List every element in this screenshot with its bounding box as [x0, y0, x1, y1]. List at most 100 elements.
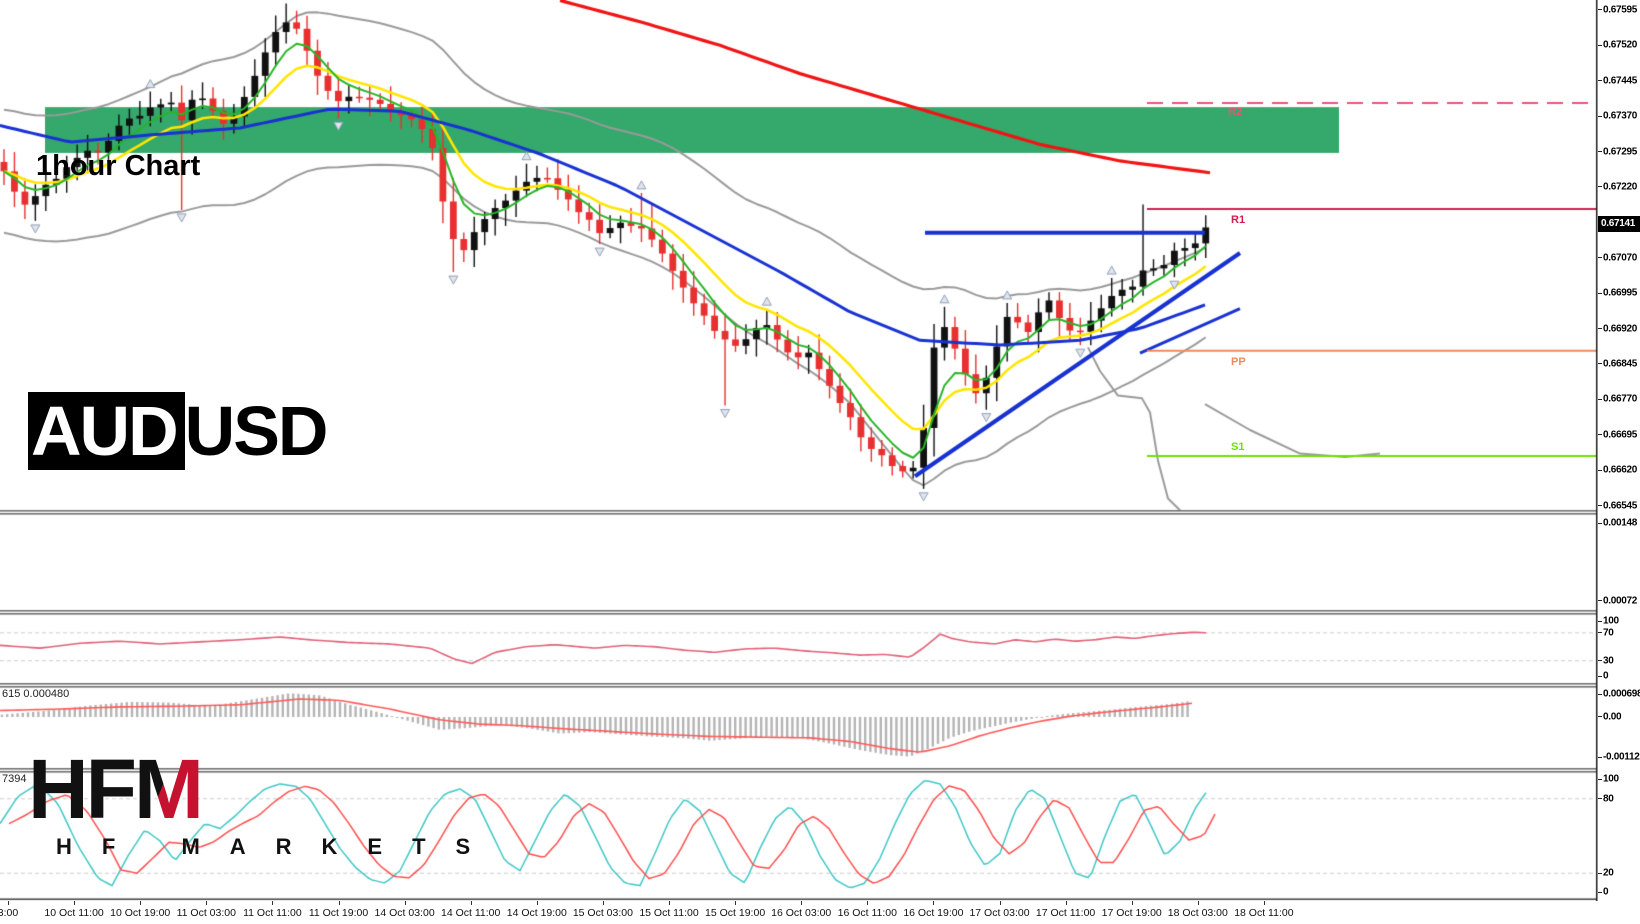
- price-axis-tick-mark: [1598, 675, 1602, 677]
- time-axis-tick-mark: [1131, 901, 1133, 905]
- symbol-aud-label: AUD: [28, 392, 185, 470]
- price-axis-tick-mark: [1598, 292, 1602, 294]
- logo-m-text: M: [133, 742, 204, 836]
- time-axis-label: 14 Oct 19:00: [506, 907, 567, 919]
- time-axis-tick-mark: [801, 901, 803, 905]
- time-axis-label: 17 Oct 19:00: [1101, 907, 1162, 919]
- time-axis-label: 14 Oct 03:00: [374, 907, 435, 919]
- time-axis-tick-mark: [272, 901, 274, 905]
- price-axis-tick-mark: [1598, 872, 1602, 874]
- time-axis-tick-mark: [1197, 901, 1199, 905]
- time-axis-label: 11 Oct 11:00: [243, 907, 302, 919]
- time-axis-label: 16 Oct 11:00: [837, 907, 897, 919]
- price-axis-tick-label: 0.67520: [1603, 39, 1638, 51]
- price-axis-tick-mark: [1598, 257, 1602, 259]
- price-axis-tick-label: 100: [1603, 773, 1619, 785]
- price-axis-tick-label: 0.67295: [1603, 146, 1638, 157]
- price-axis-tick-label: 0.67595: [1603, 4, 1638, 16]
- time-axis-tick-mark: [8, 901, 9, 905]
- logo-wordmark: HFM: [28, 747, 500, 831]
- price-axis-tick-mark: [1598, 151, 1602, 152]
- price-axis-tick-label: 0.66770: [1603, 393, 1638, 405]
- price-axis-tick-label: 0.000698: [1603, 688, 1640, 700]
- price-axis-tick-mark: [1598, 778, 1602, 780]
- time-axis-tick-mark: [669, 901, 670, 905]
- time-axis-label: 11 Oct 19:00: [308, 907, 369, 919]
- time-axis-label: 15 Oct 03:00: [572, 907, 633, 919]
- price-axis-tick-mark: [1598, 798, 1602, 800]
- price-axis-tick-mark: [1598, 80, 1602, 82]
- time-axis-tick-mark: [74, 901, 76, 905]
- time-axis-label: 16 Oct 19:00: [903, 907, 964, 919]
- price-axis-tick-mark: [1598, 693, 1602, 695]
- time-axis-label: 17 Oct 11:00: [1035, 907, 1096, 919]
- time-axis-tick-mark: [140, 901, 142, 905]
- time-axis-label: 17 Oct 03:00: [969, 907, 1030, 919]
- time-axis[interactable]: 3:00 10 Oct 11:00 10 Oct 19:00 11 Oct 03:00…: [0, 901, 1598, 924]
- time-axis-tick-mark: [206, 901, 208, 905]
- time-axis-tick-mark: [602, 901, 604, 905]
- stoch-indicator-label: 7394: [2, 773, 27, 785]
- price-axis-tick-mark: [1598, 398, 1602, 400]
- price-axis-tick-mark: [1598, 328, 1602, 329]
- time-axis-tick-mark: [338, 901, 340, 905]
- time-axis-label: 11 Oct 03:00: [176, 907, 236, 919]
- price-axis-tick-label: 0.66995: [1603, 287, 1638, 299]
- logo-subtitle: HF MARKETS: [56, 833, 501, 859]
- price-axis-tick-label: 0.00072: [1603, 595, 1638, 607]
- price-axis-tick-label: 0.00: [1603, 711, 1622, 723]
- price-axis-tick-mark: [1598, 505, 1602, 506]
- price-axis-tick-mark: [1598, 891, 1602, 893]
- symbol-overlay: AUD USD: [28, 386, 329, 476]
- price-axis-tick-label: 20: [1603, 867, 1614, 879]
- price-axis-tick-mark: [1598, 600, 1602, 602]
- price-axis-tick-mark: [1598, 186, 1602, 188]
- price-axis-tick-mark: [1598, 620, 1602, 622]
- price-axis-tick-mark: [1598, 522, 1602, 524]
- time-axis-label: 3:00: [0, 907, 19, 919]
- logo-hf-text: HF: [28, 742, 137, 836]
- timeframe-overlay-label: 1hour Chart: [36, 150, 201, 182]
- time-axis-label: 18 Oct 03:00: [1167, 907, 1228, 919]
- price-axis-tick-label: 0.66620: [1603, 464, 1638, 476]
- level-label-pp: PP: [1231, 355, 1246, 368]
- price-axis-tick-mark: [1598, 660, 1602, 662]
- price-axis-tick-label: 0.66845: [1603, 358, 1638, 370]
- time-axis-tick-mark: [933, 901, 935, 905]
- level-label-r2: R2: [1228, 105, 1243, 118]
- price-axis-tick-mark: [1598, 9, 1602, 11]
- time-axis-label: 16 Oct 03:00: [771, 907, 832, 919]
- price-axis[interactable]: 0.67141 0.67595 0.67520 0.67445 0.67370 0.67…: [1598, 0, 1640, 924]
- current-price-box: 0.67141: [1598, 216, 1640, 233]
- chart-canvas[interactable]: [0, 0, 1598, 901]
- price-axis-tick-label: 0.67070: [1603, 252, 1638, 264]
- price-axis-tick-label: 30: [1603, 655, 1614, 667]
- price-axis-tick-label: 0.67445: [1603, 75, 1638, 87]
- time-axis-tick-mark: [735, 901, 737, 905]
- price-axis-tick-mark: [1598, 756, 1602, 758]
- time-axis-label: 18 Oct 11:00: [1234, 907, 1294, 919]
- price-axis-tick-label: 0.66545: [1603, 500, 1638, 511]
- price-axis-tick-mark: [1598, 44, 1602, 46]
- price-axis-tick-mark: [1598, 115, 1602, 117]
- level-label-s1: S1: [1231, 440, 1245, 453]
- price-axis-tick-label: 0.67370: [1603, 110, 1638, 122]
- symbol-usd-label: USD: [184, 392, 329, 470]
- price-axis-tick-label: -0.00112: [1603, 751, 1640, 763]
- price-axis-tick-label: 70: [1603, 627, 1614, 639]
- time-axis-tick-mark: [867, 901, 869, 905]
- price-axis-tick-label: 0.00148: [1603, 517, 1638, 529]
- level-label-r1: R1: [1231, 214, 1246, 227]
- time-axis-label: 15 Oct 11:00: [639, 907, 699, 919]
- time-axis-label: 10 Oct 11:00: [44, 907, 104, 919]
- price-axis-tick-mark: [1598, 469, 1602, 471]
- price-axis-tick-label: 0: [1603, 670, 1609, 682]
- price-axis-tick-mark: [1598, 632, 1602, 634]
- time-axis-tick-mark: [470, 901, 472, 905]
- hfm-logo: HFM HF MARKETS: [28, 747, 501, 860]
- time-axis-tick-mark: [999, 901, 1001, 905]
- time-axis-tick-mark: [1065, 901, 1067, 905]
- price-axis-tick-mark: [1598, 434, 1602, 436]
- price-axis-tick-label: 80: [1603, 793, 1614, 805]
